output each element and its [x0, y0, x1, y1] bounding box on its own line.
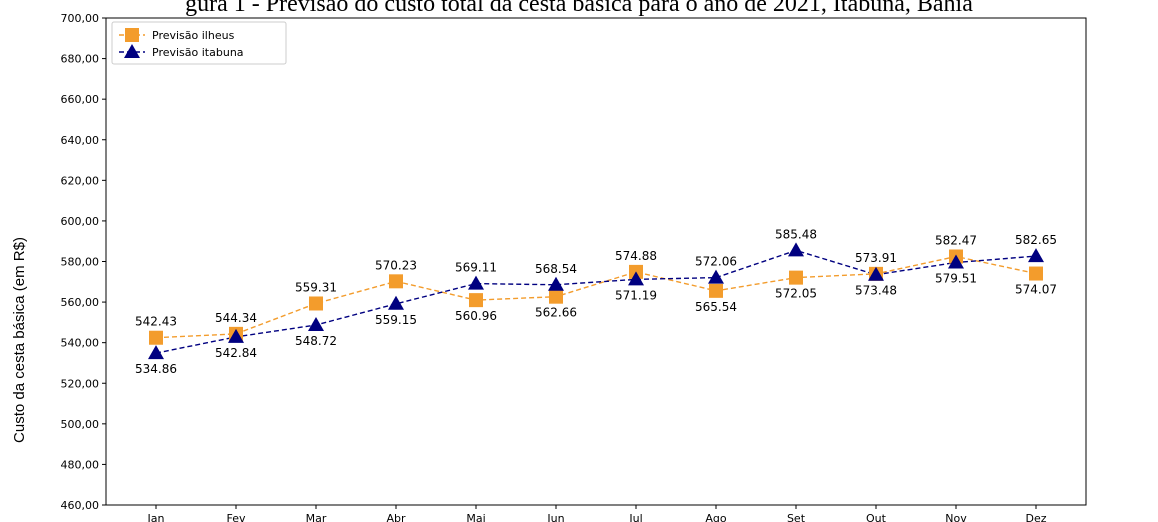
data-label: 574.88 [615, 249, 657, 263]
data-label: 571.19 [615, 288, 657, 302]
x-tick-label: Jan [147, 512, 165, 522]
x-tick-label: Dez [1025, 512, 1046, 522]
y-axis-label: Custo da cesta básica (em R$) [11, 237, 28, 443]
y-tick-label: 640,00 [61, 134, 100, 147]
legend: Previsão ilheus Previsão itabuna [111, 21, 287, 65]
data-labels: 542.43 544.34 559.31 570.23 560.96 562.66 574.… [135, 227, 1057, 376]
data-label: 572.05 [775, 287, 817, 301]
data-point-triangle [788, 242, 804, 257]
series-lines [155, 249, 1037, 354]
data-label: 573.91 [855, 251, 897, 265]
x-tick-label: Set [787, 512, 806, 522]
data-point-square [709, 283, 723, 298]
y-tick-label: 580,00 [61, 256, 100, 269]
y-tick-label: 680,00 [61, 53, 100, 66]
legend-marker-square [125, 28, 139, 42]
y-tick-label: 600,00 [61, 215, 100, 228]
data-label: 562.66 [535, 306, 577, 320]
x-tick-label: Jun [546, 512, 564, 522]
data-label: 548.72 [295, 334, 337, 348]
data-point-square [149, 330, 163, 345]
data-point-triangle [548, 276, 564, 291]
x-tick-label: Jul [628, 512, 642, 522]
y-axis-ticks: 460,00 480,00 500,00 520,00 540,00 560,00 580,… [61, 12, 106, 512]
x-tick-label: Ago [705, 512, 727, 522]
data-point-triangle [708, 269, 724, 284]
data-label: 569.11 [455, 261, 497, 275]
data-label: 559.15 [375, 313, 417, 327]
x-tick-label: Abr [386, 512, 406, 522]
data-label: 534.86 [135, 362, 177, 376]
data-point-square [309, 296, 323, 311]
series-line-triangle [155, 249, 1037, 354]
data-label: 582.47 [935, 233, 977, 247]
data-point-triangle [628, 271, 644, 286]
data-label: 559.31 [295, 280, 337, 294]
plot-frame [105, 17, 1087, 506]
data-point-triangle [308, 316, 324, 331]
x-tick-label: Nov [945, 512, 967, 522]
data-point-triangle [388, 295, 404, 310]
axes [105, 17, 1087, 506]
data-point-triangle [228, 328, 244, 343]
series-markers [148, 242, 1044, 360]
y-tick-label: 540,00 [61, 337, 100, 350]
y-tick-label: 660,00 [61, 93, 100, 106]
data-label: 542.84 [215, 346, 257, 360]
y-tick-label: 460,00 [61, 499, 100, 512]
y-tick-label: 700,00 [61, 12, 100, 25]
data-label: 585.48 [775, 227, 817, 241]
data-label: 570.23 [375, 258, 417, 272]
y-tick-label: 620,00 [61, 174, 100, 187]
data-point-square [789, 270, 803, 285]
data-point-square [1029, 266, 1043, 281]
x-tick-label: Fev [226, 512, 245, 522]
y-tick-label: 560,00 [61, 296, 100, 309]
y-tick-label: 520,00 [61, 377, 100, 390]
data-point-triangle [1028, 248, 1044, 263]
data-point-triangle [148, 345, 164, 360]
data-point-triangle [868, 266, 884, 281]
data-label: 579.51 [935, 271, 977, 285]
legend-entry: Previsão itabuna [152, 46, 244, 59]
data-label: 582.65 [1015, 233, 1057, 247]
x-tick-label: Mar [306, 512, 327, 522]
data-point-square [469, 293, 483, 308]
legend-marker-triangle [124, 44, 140, 58]
data-label: 574.07 [1015, 283, 1057, 297]
data-label: 573.48 [855, 284, 897, 298]
data-label: 572.06 [695, 255, 737, 269]
data-label: 544.34 [215, 311, 257, 325]
series-line-square [155, 255, 1037, 339]
data-label: 542.43 [135, 315, 177, 329]
data-label: 568.54 [535, 262, 577, 276]
legend-entry: Previsão ilheus [152, 29, 235, 42]
data-point-square [389, 274, 403, 289]
x-tick-label: Mai [466, 512, 485, 522]
data-label: 565.54 [695, 300, 737, 314]
data-point-triangle [468, 275, 484, 290]
data-label: 560.96 [455, 309, 497, 323]
y-tick-label: 500,00 [61, 418, 100, 431]
x-axis-ticks: Jan Fev Mar Abr Mai Jun Jul Ago Set Out Nov Dez [147, 505, 1047, 522]
x-tick-label: Out [866, 512, 887, 522]
data-point-square [549, 289, 563, 304]
y-tick-label: 480,00 [61, 458, 100, 471]
data-point-triangle [948, 254, 964, 269]
legend-box [111, 21, 287, 65]
chart-title: gura 1 - Previsão do custo total da cest… [185, 0, 973, 17]
